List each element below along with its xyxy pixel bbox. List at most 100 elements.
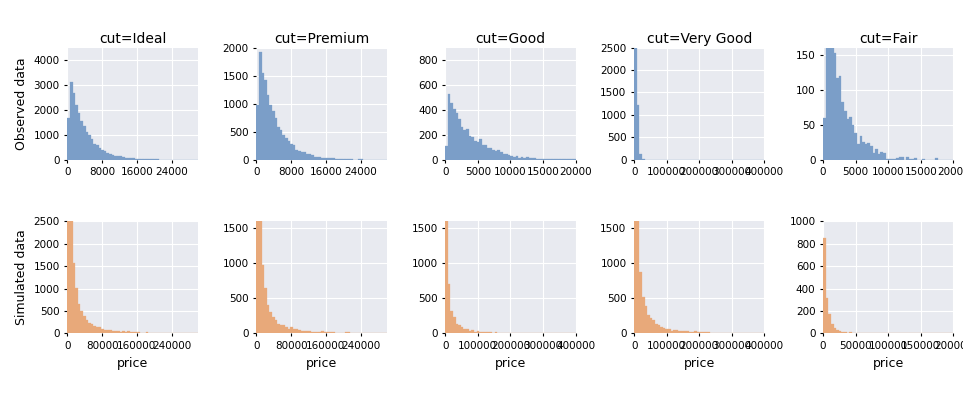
Title: cut=Very Good: cut=Very Good [646,33,752,46]
Bar [541,159,544,160]
Bar [264,79,267,160]
Bar [125,332,127,333]
Bar [539,159,541,160]
Bar [296,150,298,160]
Bar [676,330,679,333]
Bar [78,304,81,333]
Bar [70,82,72,160]
Bar [637,209,639,333]
Bar [125,158,127,160]
Bar [532,158,534,160]
Bar [455,113,458,160]
Bar [107,330,109,333]
Bar [500,152,503,160]
Bar [831,47,834,160]
Bar [337,159,340,160]
Title: cut=Premium: cut=Premium [273,33,369,46]
X-axis label: price: price [684,357,715,370]
Bar [67,0,70,333]
Bar [836,330,839,333]
Bar [259,52,262,160]
Bar [130,158,133,160]
Bar [707,332,710,333]
Bar [98,328,101,333]
Bar [842,331,844,333]
Y-axis label: Simulated data: Simulated data [15,229,28,325]
Bar [901,157,904,160]
Bar [839,76,842,160]
Bar [300,152,303,160]
Bar [288,329,290,333]
Bar [326,332,329,333]
Bar [484,145,487,160]
Bar [117,331,119,333]
Bar [912,159,914,160]
Bar [138,332,141,333]
Bar [687,331,689,333]
Bar [655,324,658,333]
Bar [348,159,351,160]
Bar [487,148,489,160]
Bar [480,139,482,160]
Bar [477,331,480,333]
Bar [334,159,337,160]
Bar [668,329,670,333]
Bar [828,314,831,333]
Bar [834,328,836,333]
Bar [489,148,492,160]
Bar [663,328,665,333]
Bar [104,330,107,333]
Bar [448,94,451,160]
Bar [477,142,480,160]
Bar [670,331,673,333]
Bar [536,159,539,160]
X-axis label: price: price [306,357,337,370]
Bar [513,157,515,160]
Bar [466,329,469,333]
Bar [89,323,91,333]
Bar [844,111,846,160]
Bar [148,159,151,160]
Bar [270,312,272,333]
Bar [482,332,484,333]
Bar [342,159,345,160]
Bar [544,159,547,160]
Bar [529,158,532,160]
Bar [642,159,644,160]
Bar [471,330,474,333]
Bar [870,146,872,160]
Bar [560,159,562,160]
Bar [115,156,117,160]
Bar [262,73,264,160]
Bar [72,263,75,333]
Bar [319,157,322,160]
Bar [91,324,93,333]
X-axis label: price: price [495,357,526,370]
Bar [635,0,637,160]
Bar [524,158,526,160]
Bar [547,159,550,160]
Bar [293,145,296,160]
Bar [135,332,138,333]
Bar [458,119,461,160]
Bar [480,332,482,333]
Bar [639,272,642,333]
Bar [96,327,98,333]
Bar [314,332,316,333]
Bar [303,331,306,333]
Bar [689,331,691,333]
Bar [83,316,86,333]
Bar [823,118,825,160]
Bar [461,328,463,333]
Bar [694,331,696,333]
Bar [453,317,455,333]
Bar [834,52,836,160]
Bar [555,159,558,160]
Bar [857,145,860,160]
Bar [86,132,89,160]
Bar [448,284,451,333]
Bar [308,331,311,333]
Bar [112,331,115,333]
Bar [308,154,311,160]
Bar [298,150,300,160]
